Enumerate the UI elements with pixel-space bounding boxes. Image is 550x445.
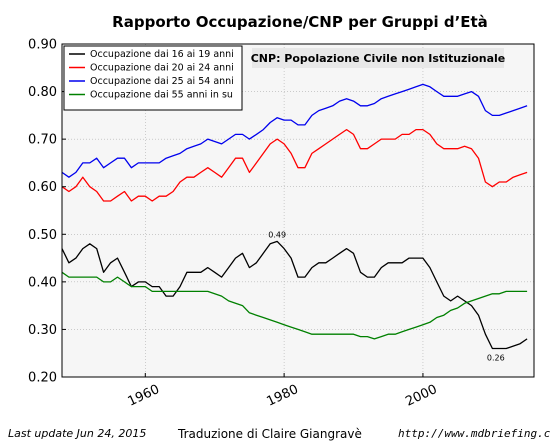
legend-label: Occupazione dai 20 ai 24 anni [90,63,234,74]
last-update-text: Last update Jun 24, 2015 [8,427,147,440]
y-tick-label: 0.70 [28,133,57,148]
series-layer [61,83,528,350]
source-url: http://www.mdbriefing.com [398,427,550,440]
x-tick-label: 2000 [403,382,439,410]
y-tick-label: 0.30 [28,323,57,338]
annotations: 0.49 0.26 [268,230,504,362]
legend-box [63,45,243,111]
cnp-note-text: CNP: Popolazione Civile non Istituzional… [251,52,506,65]
series-line [61,271,528,340]
legend-label: Occupazione dai 55 anni in su [90,90,233,101]
y-tick-label: 0.40 [28,275,57,290]
x-tick-label: 1960 [126,382,162,410]
legend: Occupazione dai 16 ai 19 anni Occupazione… [63,45,243,111]
data-label: 0.26 [487,353,505,362]
y-tick-label: 0.60 [28,180,57,195]
chart-title: Rapporto Occupazione/CNP per Gruppi d’Et… [112,13,488,31]
y-tick-label: 0.90 [28,38,57,53]
series-line [61,83,528,178]
translation-credit: Traduzione di Claire Giangravè [178,427,362,441]
cnp-note-background [252,48,504,68]
y-tick-label: 0.20 [28,371,57,386]
cnp-note: CNP: Popolazione Civile non Istituzional… [251,48,506,68]
series-line [61,240,528,350]
x-tick-label: 1980 [264,382,300,410]
y-tick-label: 0.50 [28,228,57,243]
legend-label: Occupazione dai 25 ai 54 anni [90,76,234,87]
y-tick-label: 0.80 [28,85,57,100]
legend-label: Occupazione dai 16 ai 19 anni [90,49,234,60]
series-line [61,128,528,202]
data-label: 0.49 [268,230,286,239]
plot-frame [61,43,535,378]
